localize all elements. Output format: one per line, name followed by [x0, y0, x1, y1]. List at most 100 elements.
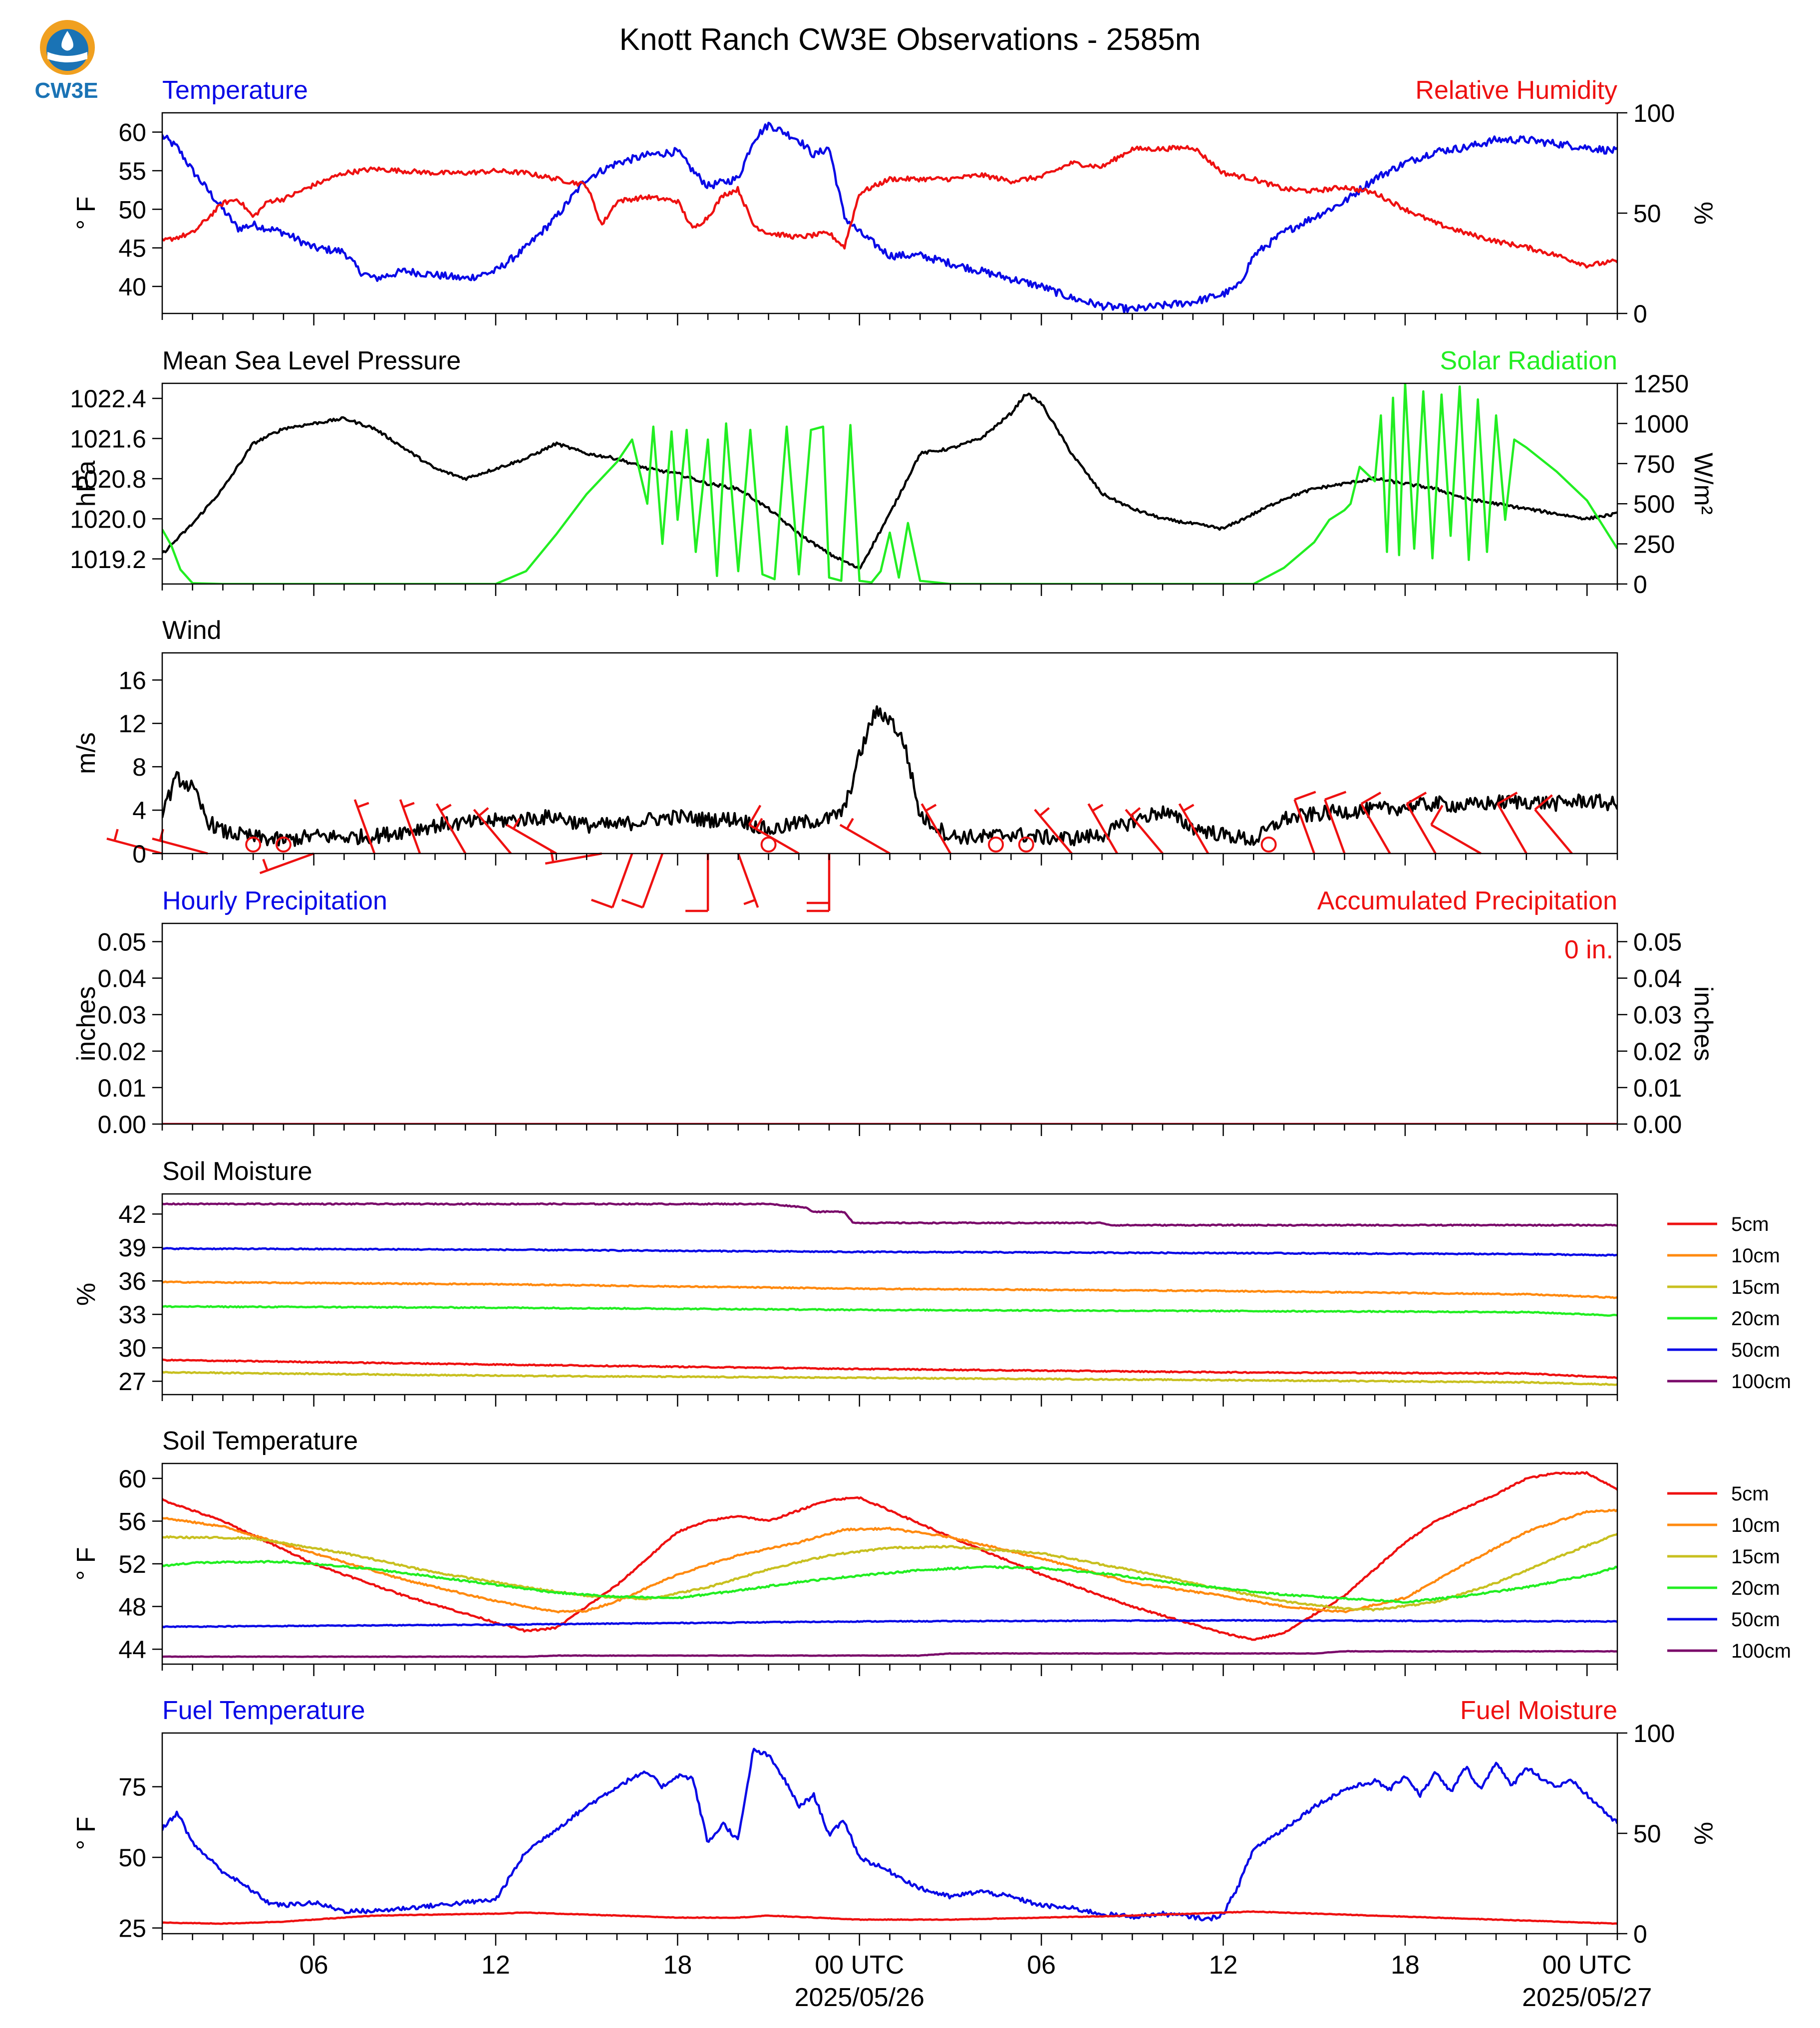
- y-tick-label: 16: [118, 666, 146, 694]
- wind-barb: [259, 852, 314, 874]
- accumulated-total-label: 0 in.: [1564, 935, 1613, 964]
- y-tick-label: 12: [118, 710, 146, 738]
- wind-barb-calm: [1018, 837, 1034, 853]
- panel-title-left: Soil Temperature: [162, 1427, 358, 1455]
- series-line-temperature: [162, 121, 1617, 313]
- y-axis-label: %: [72, 1283, 101, 1306]
- series-line-relative-humidity: [162, 145, 1617, 269]
- y-tick-label: 0.02: [98, 1038, 146, 1066]
- y-tick-label: 39: [118, 1234, 146, 1262]
- panel-frame: [161, 112, 1618, 314]
- y-tick-label: 75: [118, 1773, 146, 1801]
- right-axis: 0 250 500 750 1000 1250: [1617, 370, 1689, 598]
- right-axis: 0 50 100: [1617, 1720, 1675, 1948]
- y-tick-label: 45: [118, 235, 146, 263]
- y2-tick-label: 250: [1633, 531, 1675, 559]
- series-line-5cm: [162, 1471, 1617, 1641]
- wind-barb: [807, 853, 831, 912]
- legend-label: 20cm: [1731, 1308, 1780, 1330]
- y-tick-label: 25: [118, 1915, 146, 1943]
- y-tick-label: 36: [118, 1267, 146, 1295]
- panel-title-left: Hourly Precipitation: [162, 886, 387, 915]
- y-tick-label: 0.04: [98, 965, 146, 993]
- x-tick-label: 18: [1391, 1951, 1420, 1980]
- y-tick-label: 0: [132, 840, 146, 868]
- series-line-10cm: [162, 1280, 1617, 1299]
- legend-label: 15cm: [1731, 1546, 1780, 1568]
- wind-barb: [1360, 791, 1391, 855]
- y2-tick-label: 1000: [1633, 410, 1689, 438]
- wind-barb: [353, 799, 376, 854]
- y-tick-label: 60: [118, 1465, 146, 1493]
- left-axis: 0 4 8 12 16: [118, 666, 162, 868]
- wind-barb: [591, 853, 633, 909]
- wind-barb: [1034, 807, 1073, 855]
- series-line-50cm: [162, 1619, 1617, 1629]
- left-axis: 0.00 0.01 0.02 0.03 0.04 0.05: [98, 928, 162, 1139]
- y2-tick-label: 0.03: [1633, 1001, 1682, 1029]
- legend-label: 100cm: [1731, 1640, 1791, 1662]
- x-tick-label: 06: [300, 1951, 328, 1980]
- y-tick-label: 0.00: [98, 1111, 146, 1139]
- y2-tick-label: 0.01: [1633, 1074, 1682, 1102]
- x-axis-labels: 06 12 18 00 UTC 06 12 18 00 UTC 2025/05/26 2025/0…: [300, 1951, 1652, 2012]
- series-line-wind: [162, 705, 1617, 847]
- wind-barb: [685, 853, 709, 912]
- wind-barb-calm: [760, 837, 777, 853]
- cw3e-logo: CW3E: [34, 20, 98, 103]
- panel-title-right: Solar Radiation: [1440, 346, 1617, 375]
- y-tick-label: 42: [118, 1200, 146, 1228]
- y-axis-label: ° F: [72, 1816, 101, 1850]
- series-line-20cm: [162, 1305, 1617, 1317]
- series-group: [162, 1202, 1617, 1386]
- logo-text: CW3E: [34, 78, 98, 103]
- left-axis: 1019.2 1020.0 1020.8 1021.6 1022.4: [70, 385, 162, 574]
- legend-label: 10cm: [1731, 1514, 1780, 1536]
- panel-frame: [161, 922, 1618, 1125]
- series-line-50cm: [162, 1247, 1617, 1257]
- y2-tick-label: 500: [1633, 490, 1675, 518]
- y-tick-label: 4: [132, 797, 146, 825]
- figure-title: Knott Ranch CW3E Observations - 2585m: [619, 22, 1201, 57]
- series-group: [162, 705, 1617, 847]
- left-axis: 44 48 52 56 60: [118, 1465, 162, 1664]
- panel-pressure_solar: 1019.2 1020.0 1020.8 1021.6 1022.4 0 250 500 750…: [70, 346, 1718, 598]
- y-tick-label: 33: [118, 1301, 146, 1329]
- panel-precip: 0.00 0.01 0.02 0.03 0.04 0.05 0.00 0.01 0.02 0.03…: [72, 886, 1718, 1139]
- series-line-15cm: [162, 1371, 1617, 1386]
- y2-tick-label: 50: [1633, 200, 1661, 228]
- legend: 5cm 10cm 15cm 20cm 50cm 100cm: [1667, 1213, 1791, 1393]
- y-tick-label: 0.01: [98, 1074, 146, 1102]
- y-tick-label: 55: [118, 157, 146, 185]
- y2-tick-label: 0.04: [1633, 965, 1682, 993]
- wind-barb: [1087, 803, 1118, 855]
- legend-label: 100cm: [1731, 1371, 1791, 1393]
- wind-barb: [473, 807, 512, 855]
- y2-tick-label: 750: [1633, 450, 1675, 478]
- panel-frame: [161, 1732, 1618, 1935]
- right-axis: 0 50 100: [1617, 99, 1675, 328]
- legend-label: 10cm: [1731, 1245, 1780, 1267]
- panel-title-left: Mean Sea Level Pressure: [162, 346, 461, 375]
- legend-label: 20cm: [1731, 1577, 1780, 1599]
- y-tick-label: 52: [118, 1550, 146, 1578]
- y-tick-label: 50: [118, 1844, 146, 1872]
- wind-barb: [1178, 803, 1210, 855]
- y-tick-label: 0.03: [98, 1001, 146, 1029]
- wind-barb-calm: [245, 837, 262, 853]
- wind-barb: [399, 799, 421, 854]
- y-tick-label: 1021.6: [70, 425, 146, 453]
- y2-tick-label: 0: [1633, 300, 1647, 328]
- y-tick-label: 1022.4: [70, 385, 146, 413]
- series-line-5cm: [162, 1358, 1617, 1380]
- wind-barb-calm: [988, 837, 1004, 853]
- series-line-100cm: [162, 1650, 1617, 1658]
- y-tick-label: 56: [118, 1507, 146, 1535]
- series-line-solar-radiation: [162, 383, 1617, 584]
- y2-tick-label: 0.02: [1633, 1038, 1682, 1066]
- wind-barb: [920, 803, 951, 855]
- x-tick-label: 06: [1027, 1951, 1056, 1980]
- wind-barb: [1534, 794, 1573, 855]
- panel-title-left: Soil Moisture: [162, 1157, 312, 1186]
- y2-tick-label: 1250: [1633, 370, 1689, 398]
